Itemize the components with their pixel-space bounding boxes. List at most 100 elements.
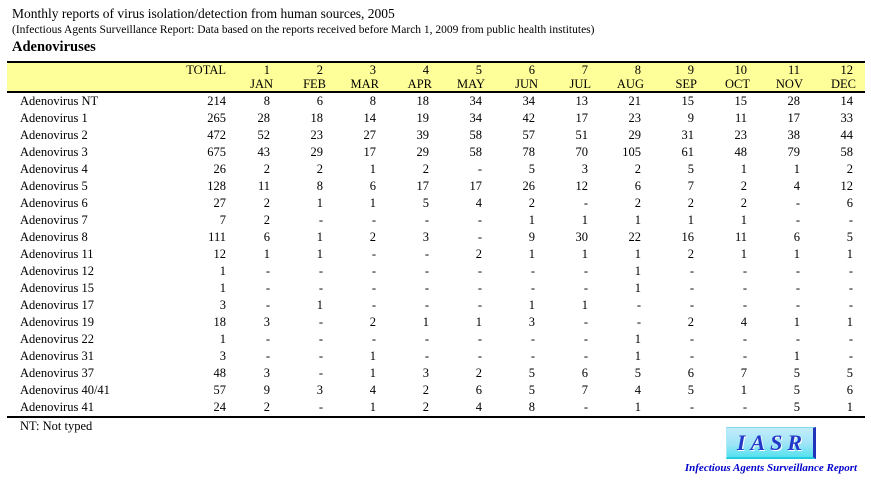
header-total-spacer [153,77,229,93]
total-cell: 1 [219,332,226,346]
total-cell: 3 [219,298,226,312]
month-value-cell: 11 [257,179,270,193]
virus-table-container: TOTAL 1 2 3 4 5 6 7 8 9 10 11 12 JAN FEB MAR APR MAY JUN… [7,61,865,434]
virus-name-cell: Adenovirus 6 [20,196,88,210]
month-value-cell: 6 [846,196,853,210]
month-value-cell: - [424,213,429,227]
virus-name-cell: Adenovirus 22 [20,332,94,346]
virus-name-cell: Adenovirus 19 [20,315,94,329]
month-value-cell: 12 [575,179,589,193]
month-value-cell: 42 [522,111,536,125]
month-value-cell: 1 [740,213,747,227]
month-value-cell: 2 [687,315,694,329]
month-value-cell: 17 [469,179,483,193]
table-row: Adenovirus 6 27 2 1 1 5 4 2 - 2 2 2 - 6 [7,195,865,212]
total-cell: 1 [219,264,226,278]
header-month-name: FEB [282,77,335,93]
month-value-cell: 61 [681,145,695,159]
month-value-cell: 7 [740,366,747,380]
month-value-cell: - [477,264,482,278]
header-month-number: 8 [600,62,653,77]
total-cell: 12 [213,247,227,261]
virus-name-cell: Adenovirus 4 [20,162,88,176]
header-month-name: MAY [441,77,494,93]
month-value-cell: - [848,281,853,295]
month-value-cell: 3 [422,366,429,380]
month-value-cell: - [265,281,270,295]
table-row: Adenovirus 1 265 28 18 14 19 34 42 17 23 9 11 17 33 [7,110,865,127]
month-value-cell: 6 [263,230,270,244]
virus-name-cell: Adenovirus 37 [20,366,94,380]
month-value-cell: 1 [740,383,747,397]
month-value-cell: - [689,332,694,346]
month-value-cell: 18 [416,94,430,108]
month-value-cell: 1 [846,400,853,414]
month-value-cell: - [795,264,800,278]
total-cell: 27 [213,196,227,210]
month-value-cell: 70 [575,145,589,159]
month-value-cell: - [371,264,376,278]
month-value-cell: 2 [475,366,482,380]
month-value-cell: 105 [622,145,641,159]
month-value-cell: 2 [263,400,270,414]
month-value-cell: 2 [634,196,641,210]
table-row: Adenovirus 4 26 2 2 1 2 - 5 3 2 5 1 1 2 [7,161,865,178]
month-value-cell: 2 [846,162,853,176]
month-value-cell: - [795,196,800,210]
month-value-cell: - [424,247,429,261]
table-row: Adenovirus 19 18 3 - 2 1 1 3 - - 2 4 1 1 [7,314,865,331]
month-value-cell: 1 [475,315,482,329]
total-cell: 1 [219,281,226,295]
month-value-cell: 79 [787,145,801,159]
virus-name-cell: Adenovirus 41 [20,400,94,414]
iasr-logo-box: IASR [726,427,816,459]
month-value-cell: - [530,332,535,346]
header-name-col [7,62,153,77]
month-value-cell: 6 [581,366,588,380]
month-value-cell: 4 [475,400,482,414]
month-value-cell: 27 [363,128,377,142]
month-value-cell: 5 [528,366,535,380]
month-value-cell: - [583,400,588,414]
iasr-logo-caption: Infectious Agents Surveillance Report [684,462,858,474]
month-value-cell: 1 [369,196,376,210]
month-value-cell: 19 [416,111,430,125]
month-value-cell: 6 [846,383,853,397]
month-value-cell: - [583,332,588,346]
iasr-logo-text: IASR [736,429,808,455]
month-value-cell: 2 [687,196,694,210]
month-value-cell: - [848,264,853,278]
month-value-cell: - [530,281,535,295]
month-value-cell: 1 [528,213,535,227]
month-value-cell: 1 [369,349,376,363]
month-value-cell: 58 [469,145,483,159]
month-value-cell: - [689,349,694,363]
month-value-cell: 4 [369,383,376,397]
iasr-logo-link[interactable]: IASR Infectious Agents Surveillance Repo… [681,427,861,474]
month-value-cell: 1 [369,400,376,414]
month-value-cell: 44 [840,128,854,142]
month-value-cell: 23 [310,128,324,142]
month-value-cell: 1 [316,196,323,210]
virus-name-cell: Adenovirus 8 [20,230,88,244]
page-subtitle: (Infectious Agents Surveillance Report: … [12,24,595,36]
total-cell: 472 [207,128,226,142]
month-value-cell: 15 [734,94,748,108]
table-row: Adenovirus 17 3 - 1 - - - 1 1 - - - - - [7,297,865,314]
month-value-cell: 2 [528,196,535,210]
header-month-number: 4 [388,62,441,77]
table-row: Adenovirus 15 1 - - - - - - - 1 - - - - [7,280,865,297]
virus-name-cell: Adenovirus NT [20,94,99,108]
month-value-cell: - [795,332,800,346]
month-value-cell: - [689,264,694,278]
month-value-cell: - [318,315,323,329]
month-value-cell: 2 [263,213,270,227]
month-value-cell: 34 [522,94,536,108]
month-value-cell: - [477,298,482,312]
month-value-cell: 1 [316,230,323,244]
month-value-cell: - [689,281,694,295]
month-value-cell: 3 [263,366,270,380]
month-value-cell: 28 [257,111,271,125]
page-title: Monthly reports of virus isolation/detec… [12,6,395,21]
month-value-cell: - [318,400,323,414]
